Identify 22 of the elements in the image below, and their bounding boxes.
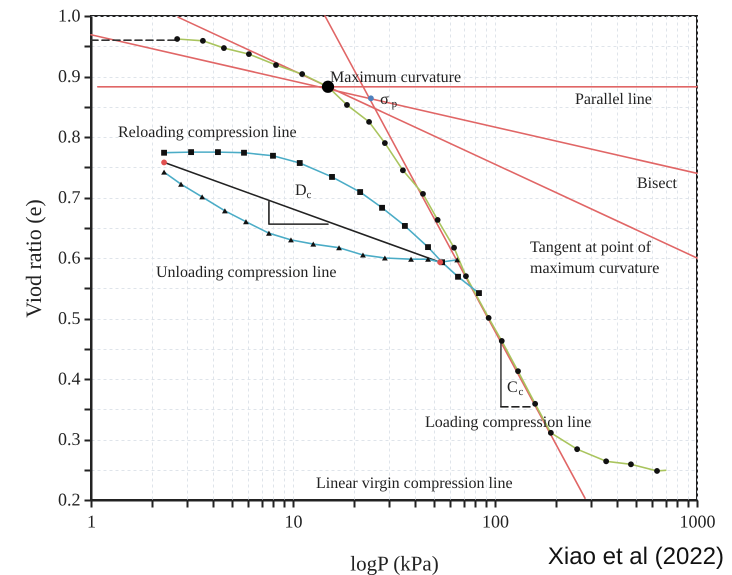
y-tick-label: 0.2 <box>58 490 80 510</box>
x-axis-title: logP (kPa) <box>350 552 439 575</box>
y-tick-label: 0.6 <box>58 248 80 268</box>
x-tick-label: 1000 <box>680 512 716 532</box>
y-tick-label: 1.0 <box>58 6 80 26</box>
y-tick-label: 0.5 <box>58 308 80 328</box>
text: Xiao et al (2022) <box>548 543 724 571</box>
annotation: Reloading compression line <box>118 124 297 141</box>
y-axis-title: Viod ratio (e) <box>21 199 46 318</box>
x-tick-label: 1 <box>87 512 96 532</box>
annotation: Bisect <box>637 175 678 192</box>
annotation: Parallel line <box>575 91 652 108</box>
y-tick-label: 0.8 <box>58 126 80 146</box>
y-tick-label: 0.3 <box>58 429 80 449</box>
x-tick-label: 100 <box>482 512 509 532</box>
annotation: Unloading compression line <box>156 264 336 281</box>
y-tick-label: 0.4 <box>58 368 80 388</box>
annotation: Tangent at point of maximum curvature <box>530 239 660 277</box>
y-tick-label: 0.9 <box>58 66 80 86</box>
y-tick-label: 0.7 <box>58 187 80 207</box>
annotation: Linear virgin compression line <box>316 475 513 492</box>
x-tick-label: 10 <box>284 512 302 532</box>
